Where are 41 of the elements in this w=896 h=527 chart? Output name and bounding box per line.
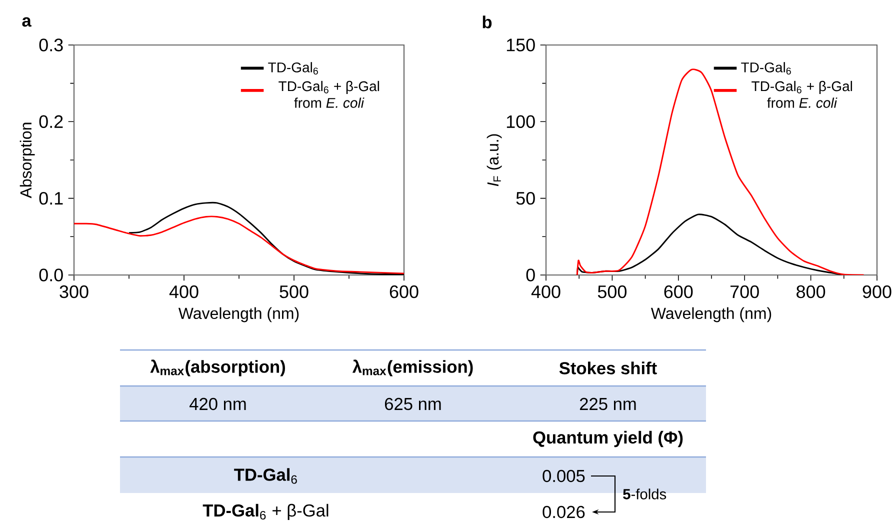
x-tick-label: 400 <box>531 285 560 298</box>
text: Quantum yield (Φ) <box>533 430 683 448</box>
y-tick-label: 0 <box>526 268 535 282</box>
x-tick-label: 800 <box>796 285 826 298</box>
y-tick-label: 150 <box>506 38 535 52</box>
text: TD-Gal$_{6}$ <box>234 468 297 484</box>
text: 5-folds <box>623 488 666 500</box>
y-tick-label: 100 <box>506 115 535 128</box>
x-tick-label: 400 <box>169 285 198 298</box>
legend-label: TD-Gal$_{6}$ + β-Gal from E. coli <box>278 80 380 108</box>
x-tick-label: 900 <box>862 285 892 298</box>
x-axis-title: Wavelength (nm) <box>178 307 299 322</box>
x-tick-label: 600 <box>390 285 418 298</box>
text: 0.026 <box>542 506 585 518</box>
x-axis-title: Wavelength (nm) <box>650 307 772 322</box>
text: TD-Gal$_{6}$ + β-Gal <box>202 504 328 520</box>
text: 0.005 <box>542 470 585 482</box>
y-axis-title: I$_{F}$ (a.u.) <box>486 134 502 186</box>
chart-title: b <box>482 16 492 28</box>
y-tick-label: 0.2 <box>39 115 63 128</box>
y-tick-label: 0.0 <box>39 268 63 282</box>
line-series <box>74 216 404 274</box>
x-tick-label: 600 <box>664 285 693 298</box>
chart-title: a <box>22 17 32 27</box>
x-tick-label: 700 <box>730 285 759 298</box>
y-tick-label: 0.1 <box>39 192 63 205</box>
legend-label: TD-Gal$_{6}$ <box>268 62 318 75</box>
y-tick-label: 50 <box>516 192 535 205</box>
x-tick-label: 500 <box>598 285 627 298</box>
text: 225 nm <box>580 398 636 410</box>
y-tick-label: 0.3 <box>39 38 63 52</box>
y-axis-title: Absorption <box>20 122 35 198</box>
text: λ$_{max}$(emission) <box>352 360 473 376</box>
text: 420 nm <box>190 398 246 410</box>
legend-label: TD-Gal$_{6}$ + β-Gal from E. coli <box>752 80 852 108</box>
text: Stokes shift <box>559 362 657 374</box>
text: 625 nm <box>384 398 441 410</box>
x-tick-label: 500 <box>280 285 308 298</box>
x-tick-label: 300 <box>60 285 88 298</box>
text: λ$_{max}$(absorption) <box>150 360 285 376</box>
legend-label: TD-Gal$_{6}$ <box>741 62 791 75</box>
